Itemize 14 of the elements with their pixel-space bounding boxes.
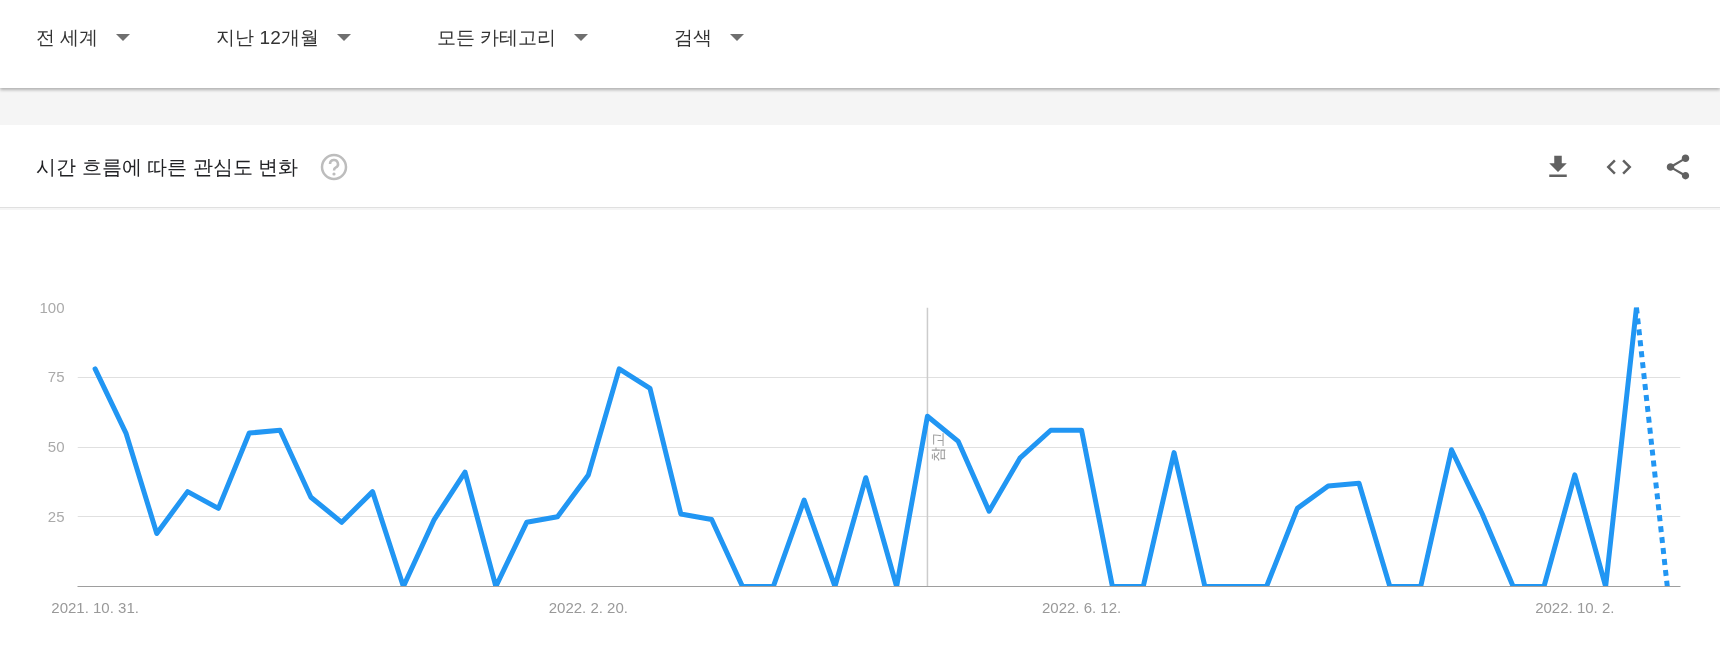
x-tick-label: 2022. 6. 12.	[1041, 598, 1122, 616]
y-tick-label: 25	[47, 507, 65, 525]
x-tick-label: 2022. 2. 20.	[548, 598, 628, 616]
text: 검색	[673, 26, 713, 51]
y-tick-label: 50	[47, 438, 65, 455]
text: 모든 카테고리	[436, 26, 557, 51]
x-tick-label: 2021. 10. 31.	[51, 598, 139, 616]
y-tick-label: 100	[39, 298, 65, 316]
x-tick-label: 2022. 10. 2.	[1535, 598, 1615, 616]
chart-title: 시간 흐름에 따른 관심도 변화	[36, 154, 300, 180]
y-tick-label: 75	[47, 368, 65, 386]
ref-line-label: 참고	[929, 432, 947, 462]
text: 지난 12개월	[216, 26, 320, 51]
text: 전 세계	[36, 26, 100, 51]
